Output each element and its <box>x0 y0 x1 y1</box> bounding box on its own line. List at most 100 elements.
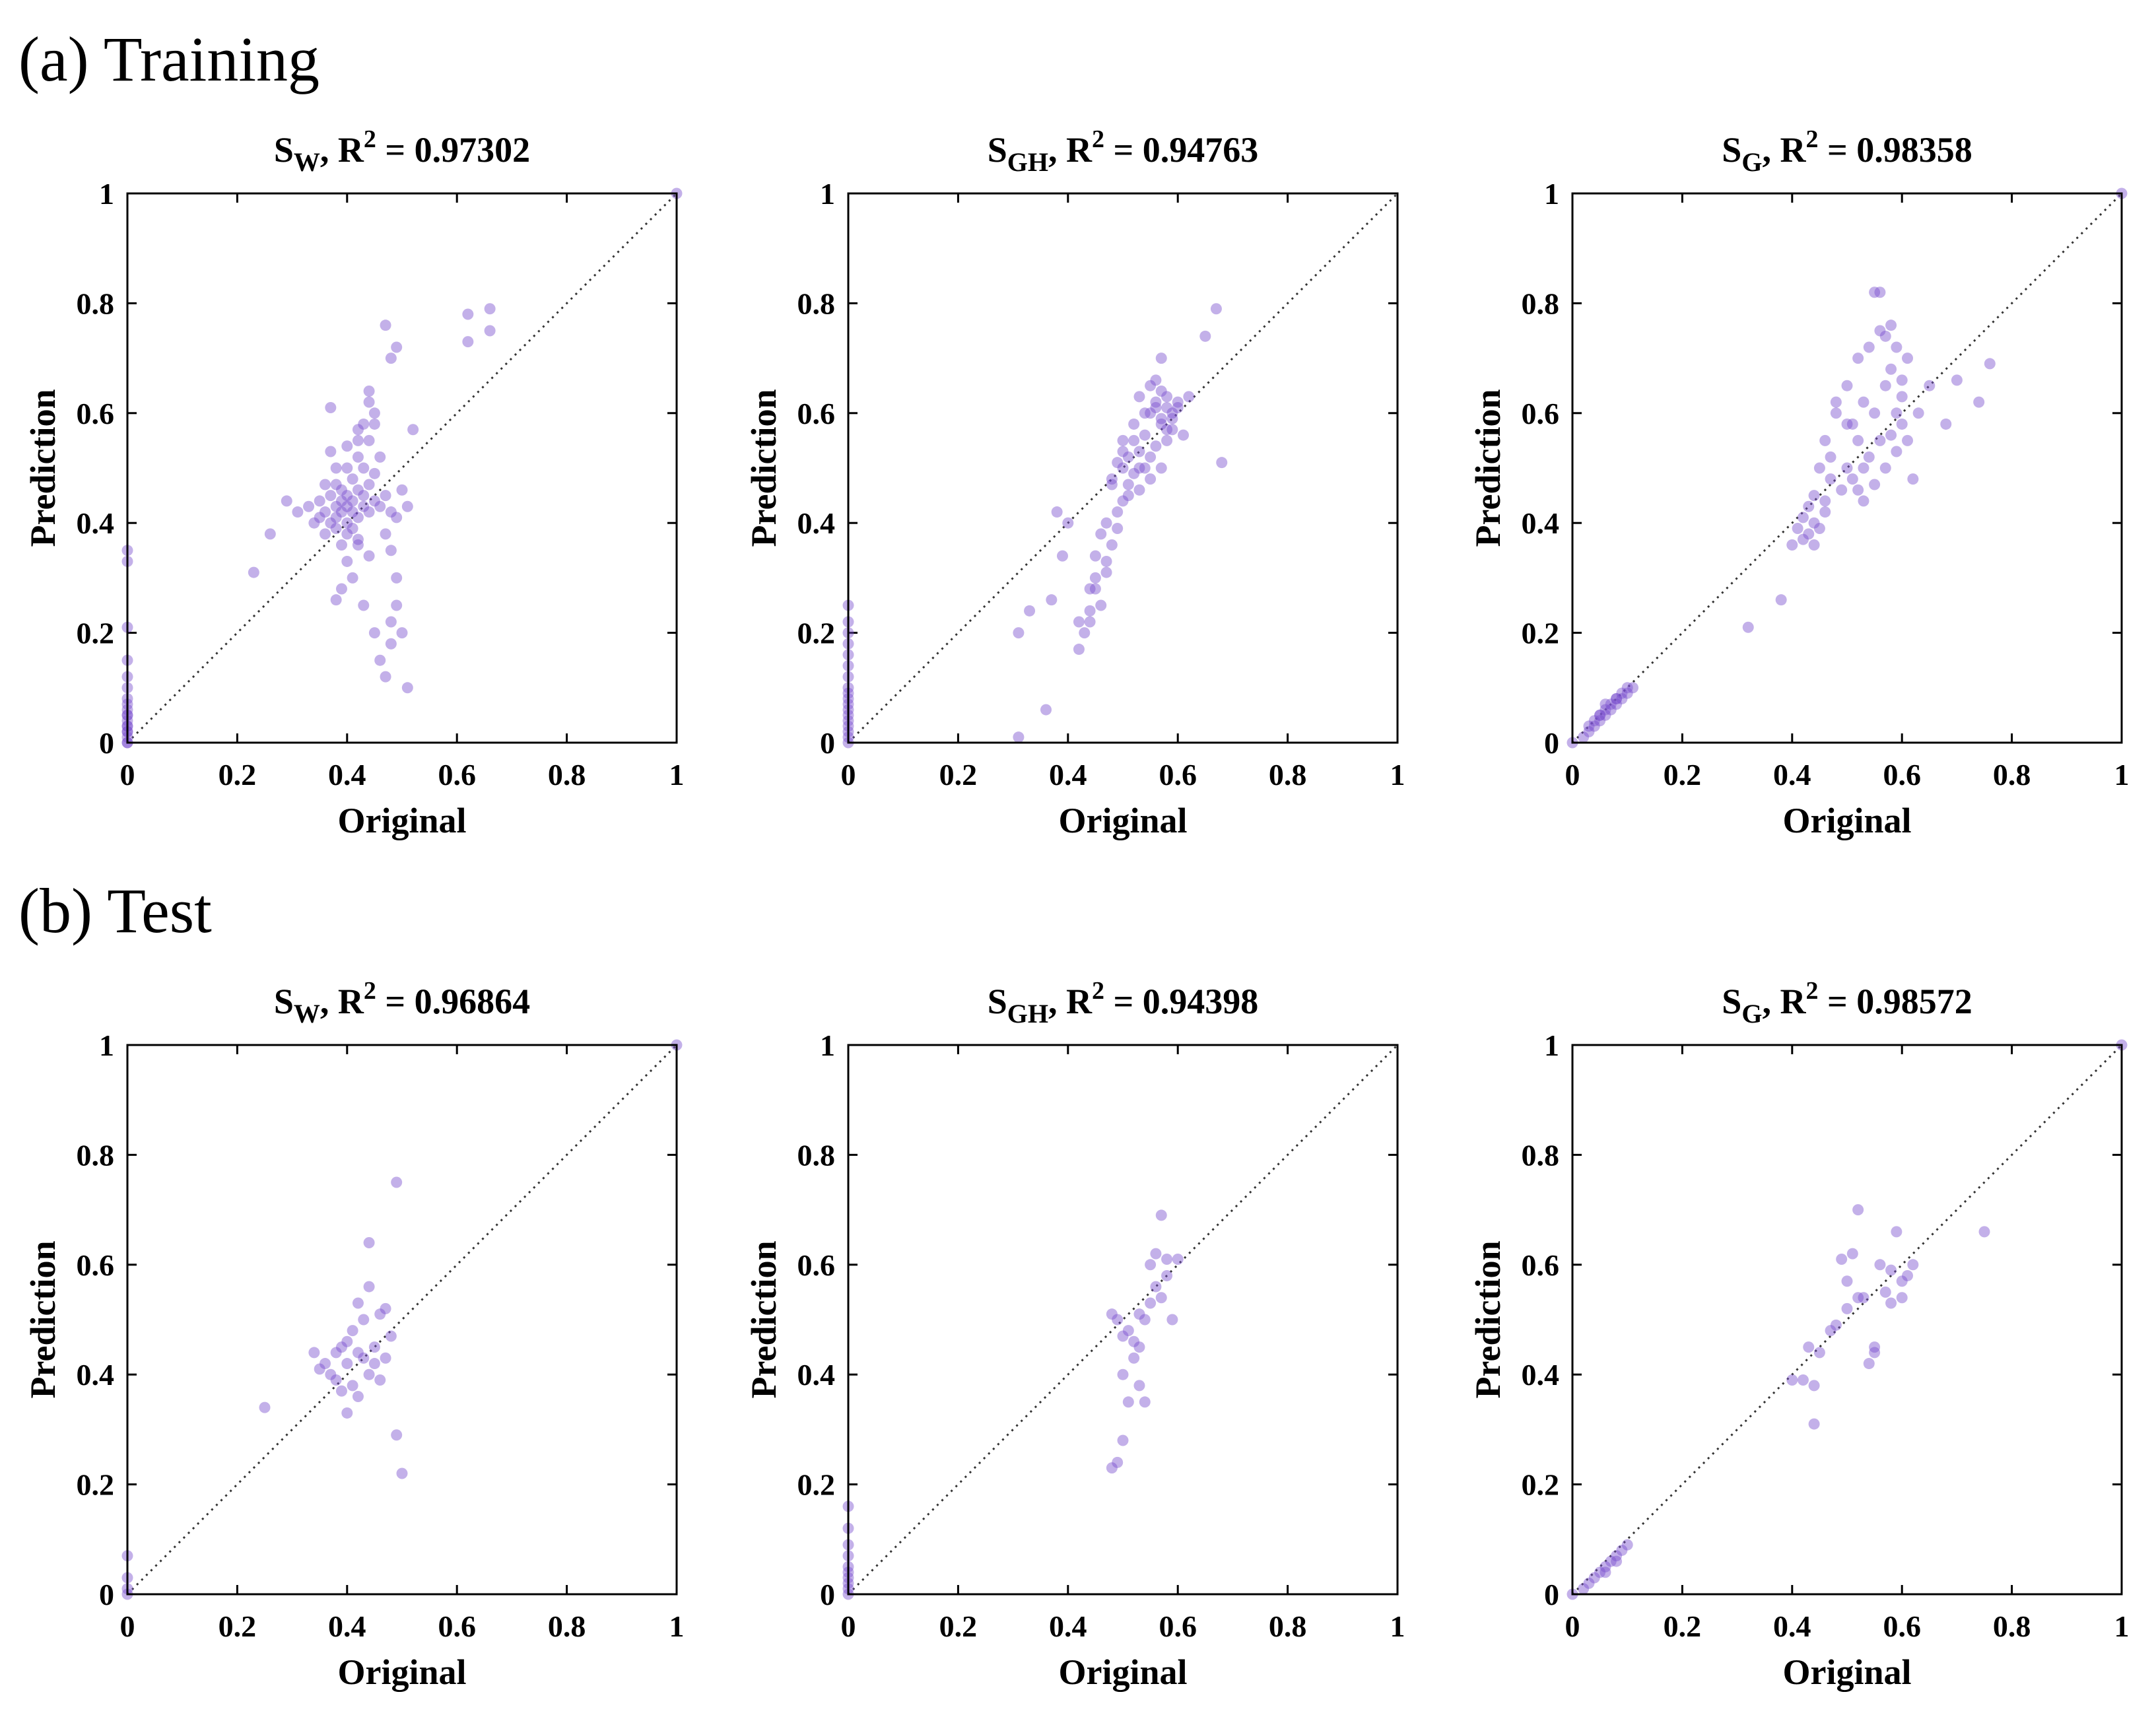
y-axis-label: Prediction <box>1468 389 1508 547</box>
data-point <box>385 638 397 650</box>
y-tick-label: 0 <box>820 1578 835 1611</box>
data-point <box>1161 434 1173 446</box>
data-point <box>1841 418 1853 430</box>
data-point <box>335 506 347 518</box>
data-point <box>1600 1561 1611 1572</box>
data-point <box>264 528 276 540</box>
data-point <box>1089 583 1101 595</box>
data-point <box>1863 341 1875 353</box>
data-point <box>401 500 413 512</box>
data-point <box>1852 484 1864 496</box>
data-point <box>1902 353 1914 364</box>
data-point <box>1161 401 1173 413</box>
title-subscript: G <box>1741 999 1762 1028</box>
data-point <box>391 572 403 584</box>
x-axis-label: Original <box>1058 801 1187 840</box>
diagonal-line <box>1571 1044 2123 1596</box>
data-point <box>358 490 370 502</box>
data-point <box>1084 583 1096 595</box>
data-point <box>352 539 364 551</box>
data-point <box>1588 715 1600 727</box>
data-point <box>1199 330 1211 342</box>
data-point <box>484 325 496 337</box>
data-point <box>1819 434 1831 446</box>
y-tick-label: 0.6 <box>77 1248 115 1282</box>
data-point <box>1117 434 1129 446</box>
data-point <box>1808 517 1820 529</box>
data-point <box>358 418 370 430</box>
x-tick-label: 0.2 <box>1664 1609 1702 1643</box>
data-point <box>1621 682 1633 694</box>
y-tick-label: 1 <box>99 177 114 211</box>
data-point <box>335 495 347 507</box>
data-point <box>1836 1253 1848 1265</box>
data-point <box>1885 1297 1897 1309</box>
data-point <box>1166 424 1178 436</box>
data-point <box>1896 418 1908 430</box>
data-point <box>1133 391 1145 403</box>
data-point <box>462 308 474 320</box>
data-point <box>462 336 474 348</box>
scatter-panel-1: SW, R2 = 0.97302 0 0.2 0.4 0.6 0.8 1 0 0.2 0.4 0.6… <box>23 125 685 840</box>
data-point <box>1122 490 1134 502</box>
x-tick-label: 0.4 <box>1049 758 1087 792</box>
data-point <box>1836 484 1848 496</box>
data-point <box>1891 446 1903 457</box>
data-point <box>330 500 342 512</box>
data-point <box>368 418 380 430</box>
data-point <box>1616 687 1628 699</box>
data-point <box>325 401 337 413</box>
data-point <box>347 506 358 518</box>
data-point <box>1852 1204 1864 1216</box>
data-point <box>358 462 370 474</box>
x-tick-label: 0 <box>120 758 135 792</box>
data-point <box>1216 457 1228 469</box>
data-point <box>385 616 397 628</box>
data-point <box>1896 1275 1908 1287</box>
data-point <box>385 506 397 518</box>
data-point <box>396 627 408 639</box>
x-tick-label: 0.8 <box>1993 1609 2031 1643</box>
data-point <box>303 500 315 512</box>
data-point <box>352 1390 364 1402</box>
x-tick-label: 0.6 <box>1159 1609 1197 1643</box>
data-point <box>1056 550 1068 562</box>
data-point <box>1830 407 1842 419</box>
data-point <box>341 1358 353 1370</box>
data-point <box>352 484 364 496</box>
data-point <box>320 528 331 540</box>
data-point <box>341 1407 353 1419</box>
x-tick-label: 0.8 <box>548 758 586 792</box>
data-point <box>330 462 342 474</box>
data-point <box>1588 1572 1600 1584</box>
data-point <box>292 506 304 518</box>
data-point <box>352 1297 364 1309</box>
data-point <box>368 467 380 479</box>
data-point <box>1879 380 1891 391</box>
plot-frame <box>126 1044 678 1596</box>
data-point <box>1742 621 1754 633</box>
data-point <box>1161 1253 1173 1265</box>
y-tick-label: 0.4 <box>797 1358 836 1392</box>
data-point <box>1616 692 1628 704</box>
x-tick-label: 1 <box>669 1609 685 1643</box>
title-superscript: 2 <box>1092 977 1104 1005</box>
data-point <box>1106 539 1118 551</box>
data-point <box>1984 358 1996 370</box>
data-point <box>1112 523 1124 535</box>
data-point <box>1155 1209 1167 1221</box>
data-point <box>1150 401 1162 413</box>
data-point <box>330 594 342 606</box>
title-subscript: G <box>1741 147 1762 177</box>
title-subscript: GH <box>1007 999 1048 1028</box>
data-point <box>1128 1352 1140 1364</box>
data-point <box>1852 353 1864 364</box>
title-main: S <box>988 982 1007 1021</box>
data-point <box>1841 380 1853 391</box>
y-axis-label: Prediction <box>744 389 784 547</box>
data-point <box>1858 396 1870 408</box>
data-point <box>1155 1292 1167 1304</box>
data-point <box>1172 1253 1184 1265</box>
data-point <box>1803 1341 1815 1353</box>
